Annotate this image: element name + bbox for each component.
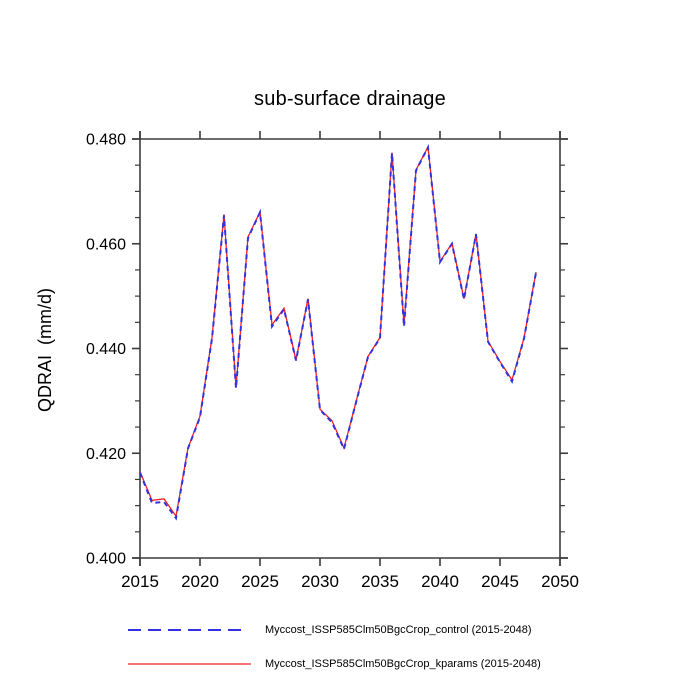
y-tick-label: 0.400	[86, 551, 126, 568]
legend-label-kparams: Myccost_ISSP585Clm50BgcCrop_kparams (201…	[265, 658, 541, 670]
legend-line-solid-icon	[128, 663, 251, 665]
x-tick-label: 2040	[421, 572, 459, 591]
x-tick-label: 2025	[241, 572, 279, 591]
series-line-control	[139, 143, 537, 521]
legend-line-dashed-icon	[128, 629, 244, 631]
y-tick-label: 0.480	[86, 132, 126, 149]
x-tick-label: 2050	[541, 572, 579, 591]
y-tick-label: 0.440	[86, 341, 126, 358]
y-tick-label: 0.420	[86, 446, 126, 463]
x-tick-label: 2045	[481, 572, 519, 591]
x-tick-label: 2035	[361, 572, 399, 591]
x-tick-label: 2015	[121, 572, 159, 591]
legend-label-control: Myccost_ISSP585Clm50BgcCrop_control (201…	[265, 624, 532, 636]
y-tick-label: 0.460	[86, 236, 126, 253]
x-tick-label: 2020	[181, 572, 219, 591]
x-tick-label: 2030	[301, 572, 339, 591]
series-line-kparams	[139, 144, 537, 518]
chart-title: sub-surface drainage	[254, 88, 446, 110]
